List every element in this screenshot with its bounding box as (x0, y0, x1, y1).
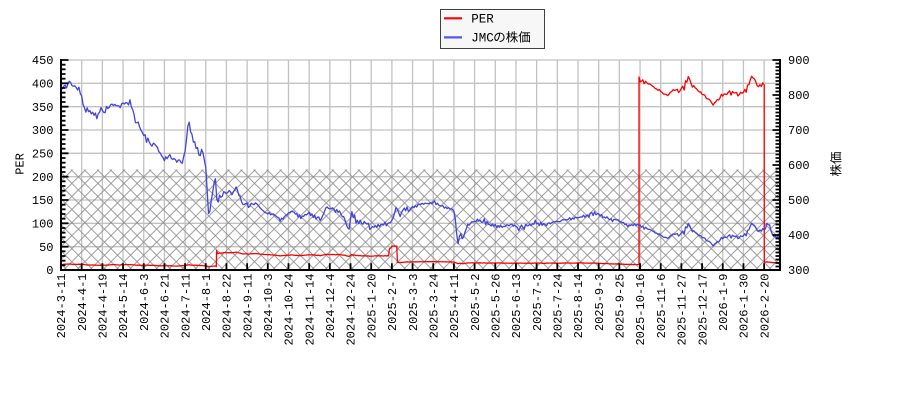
svg-text:2025-1-20: 2025-1-20 (365, 274, 379, 339)
svg-text:300: 300 (788, 264, 810, 278)
svg-text:2024-6-3: 2024-6-3 (138, 274, 152, 332)
svg-text:500: 500 (788, 194, 810, 208)
svg-text:800: 800 (788, 89, 810, 103)
svg-text:2025-2-7: 2025-2-7 (386, 274, 400, 332)
svg-text:2025-9-3: 2025-9-3 (593, 274, 607, 332)
svg-text:400: 400 (788, 229, 810, 243)
svg-text:2024-12-24: 2024-12-24 (345, 274, 359, 346)
svg-text:2024-9-11: 2024-9-11 (241, 274, 255, 339)
svg-text:2024-3-11: 2024-3-11 (55, 274, 69, 339)
svg-text:2024-7-11: 2024-7-11 (179, 274, 193, 339)
svg-text:450: 450 (32, 54, 54, 68)
svg-text:50: 50 (39, 241, 53, 255)
svg-text:700: 700 (788, 124, 810, 138)
svg-text:2025-5-2: 2025-5-2 (469, 274, 483, 332)
svg-text:2025-3-24: 2025-3-24 (427, 274, 441, 339)
svg-text:2025-7-24: 2025-7-24 (552, 274, 566, 339)
svg-text:2025-11-6: 2025-11-6 (655, 274, 669, 339)
svg-text:2025-3-3: 2025-3-3 (407, 274, 421, 332)
svg-text:300: 300 (32, 124, 54, 138)
svg-text:2024-6-21: 2024-6-21 (159, 274, 173, 339)
svg-text:100: 100 (32, 218, 54, 232)
svg-text:PER: PER (471, 13, 494, 27)
svg-text:350: 350 (32, 101, 54, 115)
svg-text:2024-10-24: 2024-10-24 (283, 274, 297, 346)
svg-text:2025-11-27: 2025-11-27 (676, 274, 690, 346)
svg-text:250: 250 (32, 148, 54, 162)
svg-text:2026-2-20: 2026-2-20 (758, 274, 772, 339)
svg-text:PER: PER (14, 153, 28, 175)
svg-text:2025-9-25: 2025-9-25 (614, 274, 628, 339)
svg-text:2024-8-22: 2024-8-22 (221, 274, 235, 339)
svg-text:2024-10-3: 2024-10-3 (262, 274, 276, 339)
svg-text:2025-4-11: 2025-4-11 (448, 274, 462, 339)
svg-text:600: 600 (788, 159, 810, 173)
svg-text:0: 0 (46, 264, 53, 278)
svg-text:2024-11-14: 2024-11-14 (303, 274, 317, 346)
svg-text:900: 900 (788, 54, 810, 68)
svg-text:2025-5-26: 2025-5-26 (489, 274, 503, 339)
svg-text:2026-1-30: 2026-1-30 (738, 274, 752, 339)
svg-text:2026-1-9: 2026-1-9 (717, 274, 731, 332)
svg-text:2024-5-14: 2024-5-14 (117, 274, 131, 339)
svg-text:2024-4-19: 2024-4-19 (97, 274, 111, 339)
svg-text:2024-4-1: 2024-4-1 (76, 274, 90, 332)
svg-text:2025-7-3: 2025-7-3 (531, 274, 545, 332)
svg-text:150: 150 (32, 194, 54, 208)
svg-text:2024-8-1: 2024-8-1 (200, 274, 214, 332)
svg-text:400: 400 (32, 78, 54, 92)
svg-text:2025-12-17: 2025-12-17 (696, 274, 710, 346)
svg-text:JMC: JMC (471, 32, 494, 46)
svg-text:2024-12-4: 2024-12-4 (324, 274, 338, 339)
svg-text:2025-6-13: 2025-6-13 (510, 274, 524, 339)
svg-text:2025-8-14: 2025-8-14 (572, 274, 586, 339)
svg-text:2025-10-16: 2025-10-16 (634, 274, 648, 346)
svg-text:200: 200 (32, 171, 54, 185)
